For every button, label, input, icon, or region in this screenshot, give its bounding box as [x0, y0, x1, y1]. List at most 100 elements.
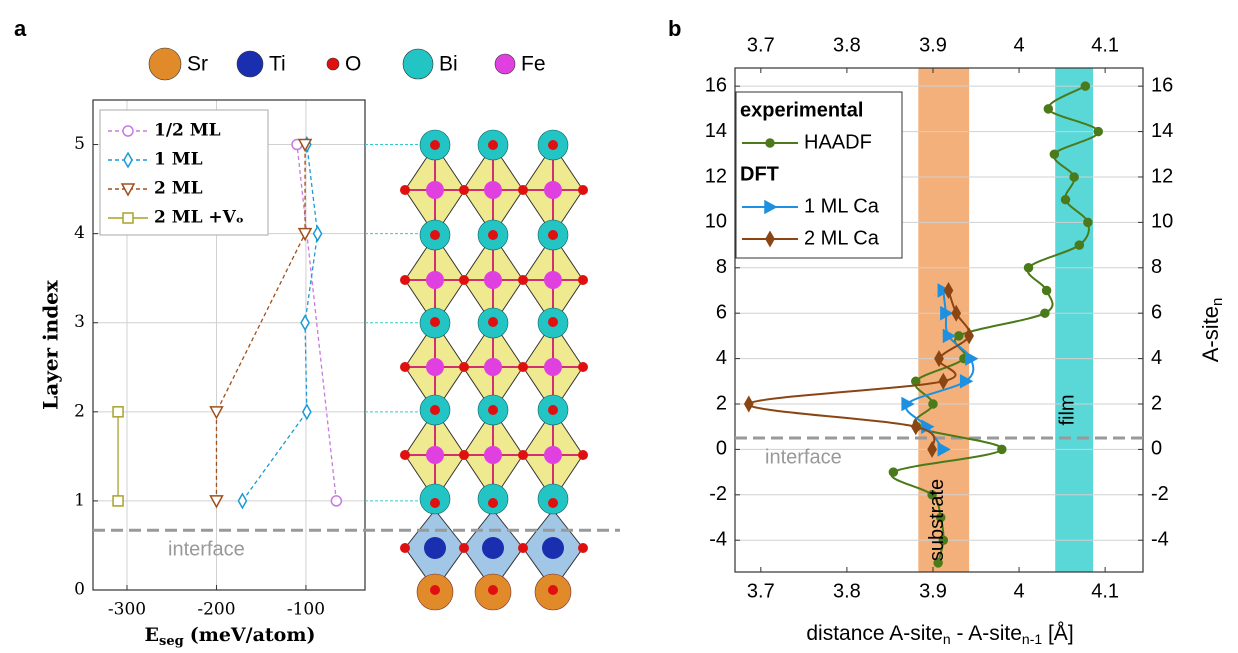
point: [959, 374, 974, 389]
legend-group-title: experimental: [740, 99, 863, 121]
band-label: substrate: [926, 479, 948, 561]
atom-legend-sphere: [236, 50, 264, 78]
point: [1074, 240, 1085, 250]
point: [1069, 172, 1079, 182]
y-tick-label: 8: [716, 256, 727, 278]
o-atom: [548, 140, 558, 150]
ti-atom: [542, 537, 564, 559]
y2-tick-label: 8: [1151, 256, 1162, 278]
legend-marker: [123, 151, 133, 169]
point: [910, 418, 921, 436]
point: [330, 495, 343, 507]
y2-tick-label: -4: [1151, 528, 1169, 550]
fe-atom: [426, 446, 444, 464]
point: [964, 327, 974, 345]
y-tick-label: 4: [716, 347, 727, 369]
x-label-part: - A-site: [951, 622, 1022, 645]
chart-panel: Eseg (meV/atom): [92, 99, 620, 649]
atom-legend-sphere: [326, 57, 340, 71]
point: [209, 406, 224, 420]
y2-label-part: A-site: [1198, 306, 1223, 362]
point: [1041, 285, 1052, 296]
o-atom: [488, 230, 498, 240]
point: [300, 314, 310, 332]
fe-atom: [426, 358, 444, 376]
x-label-part: [Å]: [1042, 622, 1074, 645]
legend-group-title: DFT: [740, 163, 779, 185]
o-atom: [518, 185, 528, 195]
y-tick-label: 4: [74, 223, 85, 243]
band: [1055, 68, 1094, 572]
legend-label: 2 ML Ca: [804, 227, 880, 249]
o-atom: [430, 230, 440, 240]
o-atom: [578, 450, 588, 460]
point: [943, 281, 954, 299]
fe-atom: [484, 446, 502, 464]
y2-axis-label: A-siten: [1198, 298, 1226, 363]
y-tick-label: 0: [74, 580, 85, 600]
o-atom: [459, 362, 469, 372]
o-atom: [400, 362, 410, 372]
point: [1040, 308, 1050, 318]
point: [938, 372, 949, 390]
o-atom: [400, 450, 410, 460]
y-tick-label: 3: [74, 312, 85, 332]
o-atom: [430, 140, 440, 150]
point: [901, 396, 915, 412]
y2-label-sub: n: [1209, 298, 1226, 306]
series-line: [215, 144, 306, 501]
y2-tick-label: 0: [1151, 438, 1162, 460]
legend-marker: [120, 183, 136, 197]
point: [743, 395, 754, 413]
y2-tick-label: 16: [1151, 74, 1173, 96]
ti-atom: [424, 537, 446, 559]
point: [935, 512, 946, 523]
point: [312, 225, 323, 243]
x-label-part: (meV/atom): [190, 624, 316, 646]
o-atom: [548, 230, 558, 240]
atom-legend-label: Fe: [521, 53, 546, 76]
y-tick-label: -2: [709, 483, 727, 505]
o-atom: [488, 405, 498, 415]
o-atom: [488, 585, 498, 595]
y-tick-label: 5: [74, 134, 85, 154]
point: [928, 399, 938, 409]
legend-label: 1 ML Ca: [804, 195, 880, 217]
fe-atom: [426, 181, 444, 199]
point: [1049, 149, 1060, 160]
legend-marker: [765, 138, 775, 148]
o-atom: [400, 275, 410, 285]
atom-legend-sphere: [402, 48, 434, 80]
o-atom: [488, 317, 498, 327]
y-tick-label: 12: [705, 165, 727, 187]
point: [1043, 104, 1054, 114]
y2-tick-label: 2: [1151, 392, 1162, 414]
legend-label: 2 ML: [154, 179, 203, 199]
o-atom: [548, 405, 558, 415]
y-tick-label: 16: [705, 74, 727, 96]
ti-atom: [482, 537, 504, 559]
y-tick-label: 6: [716, 301, 727, 323]
y-tick-label: 2: [716, 392, 727, 414]
legend-marker: [765, 230, 775, 248]
point: [927, 490, 937, 500]
o-atom: [430, 498, 440, 508]
point: [297, 138, 313, 153]
band-label: film: [1056, 394, 1078, 425]
x-tick-label: -300: [108, 600, 146, 620]
atom-legend-label: Bi: [439, 53, 458, 76]
point: [297, 227, 313, 242]
top-x-tick-label: 3.7: [747, 34, 775, 56]
top-x-tick-label: 4: [1013, 34, 1024, 56]
series-line: [296, 144, 338, 501]
x-label-part: distance A-site: [806, 622, 943, 645]
panel-label: b: [668, 16, 681, 41]
point: [112, 495, 124, 507]
fe-atom: [544, 271, 562, 289]
legend-label: 1 ML: [154, 150, 203, 170]
top-x-tick-label: 3.8: [833, 34, 861, 56]
atom-legend-label: Sr: [187, 53, 208, 76]
o-atom: [459, 185, 469, 195]
x-tick-label: 3.7: [747, 580, 775, 602]
